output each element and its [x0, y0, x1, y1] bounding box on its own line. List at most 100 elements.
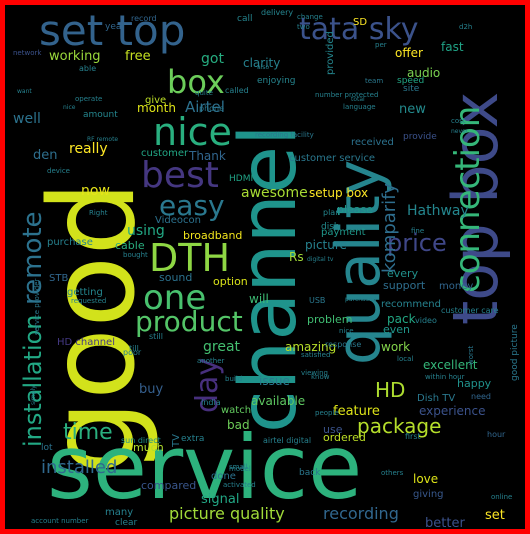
word-hd-channel: HD channel [57, 337, 115, 348]
word-india: India [201, 398, 221, 407]
word-new: new [399, 102, 426, 117]
word-remote: remote [18, 211, 48, 305]
word-money: money [439, 281, 473, 292]
word-good: good [23, 181, 161, 475]
word-option: option [213, 275, 248, 288]
word-sound: sound [159, 271, 192, 284]
word-back: back [299, 468, 321, 478]
word-cable: cable [115, 239, 145, 252]
word-better: better [425, 516, 465, 529]
word-great: great [203, 339, 241, 355]
word-pack: pack [387, 312, 416, 326]
word-build: build [225, 375, 242, 383]
word-rf-remote: RF remote [87, 136, 118, 143]
word-still: still [149, 332, 163, 341]
word-two: two [297, 23, 310, 31]
word-cloud: good service channel top box quality set… [13, 6, 520, 529]
word-language: language [343, 103, 376, 111]
word-network: network [13, 49, 42, 57]
word-please: please [337, 203, 373, 216]
word-dish-tv: Dish TV [417, 393, 455, 404]
word-bad: bad [227, 418, 250, 432]
word-den: den [33, 148, 58, 163]
word-problem: problem [307, 313, 353, 326]
word-much: much [133, 441, 164, 454]
word-sun-direct: sun direct [121, 436, 161, 445]
word-top-box: top box [439, 92, 512, 325]
word-site: site [403, 84, 420, 94]
word-provide: provide [403, 132, 437, 142]
word-available: available [251, 394, 305, 408]
word-satisfied: satisfied [301, 351, 330, 359]
word-clear: clear [115, 518, 138, 528]
word-viewing: viewing [301, 369, 328, 377]
word-online: online [491, 493, 512, 501]
word-buy: buy [139, 382, 163, 397]
word-want: want [17, 88, 32, 95]
word-giving: giving [413, 489, 444, 500]
word-picture: picture [305, 238, 347, 252]
word-phone: phone [199, 104, 224, 113]
word-nice: nice [153, 110, 232, 154]
word-setup-box: setup box [309, 186, 368, 200]
word-done: done [211, 471, 236, 482]
word-payment: payment [321, 227, 366, 238]
word-also: also [257, 64, 269, 71]
word-response: response [325, 340, 361, 349]
word-requested: requested [71, 297, 106, 305]
word-connection: connection [448, 106, 488, 293]
word-fine: fine [411, 227, 424, 235]
word-model: model [229, 465, 251, 473]
word-time: time [63, 420, 113, 445]
word-feature: feature [333, 404, 380, 419]
word-airtel-digital: airtel digital [263, 436, 311, 445]
word-even: even [383, 323, 410, 336]
word-price: price [387, 229, 447, 257]
word-record: record [131, 14, 157, 23]
word-usb: USB [309, 296, 325, 305]
word-set: set [485, 508, 505, 523]
word-simply: simply [30, 385, 37, 405]
word-customer: customer [141, 148, 189, 159]
word-issue: issue [259, 374, 290, 388]
word-ordered: ordered [323, 431, 366, 444]
word-well: well [13, 111, 41, 127]
word-watch: watch [221, 405, 251, 416]
word-right: Right [89, 209, 108, 217]
word-really: really [69, 141, 108, 157]
word-installed: installed [41, 457, 117, 478]
word-getting: getting [67, 287, 103, 298]
word-free: free [125, 49, 151, 64]
word-product: product [135, 305, 243, 338]
word-work: work [381, 340, 410, 354]
word-quality: quality [324, 160, 394, 365]
word-fast: fast [441, 40, 464, 54]
word-need: need [471, 392, 491, 401]
word-one: one [143, 278, 206, 318]
word-tv: TV [171, 434, 182, 448]
word-know: know [311, 373, 330, 381]
word-amount: amount [83, 110, 118, 120]
word-hdmi: HDMI [229, 174, 253, 184]
word-now: now [81, 183, 110, 199]
word-small: small [229, 463, 248, 471]
word-box: box [167, 63, 225, 101]
word-clarity: clarity [243, 56, 280, 70]
word-support: support [383, 279, 426, 292]
word-lot: lot [41, 443, 53, 453]
word-local: local [397, 355, 413, 363]
word-audio: audio [407, 66, 440, 80]
word-activated: activated [223, 481, 256, 489]
word-another: another [197, 357, 224, 365]
word-team: team [365, 77, 383, 85]
word-love: love [413, 472, 438, 486]
word-till: till [129, 344, 139, 353]
word-dth: DTH [149, 236, 230, 280]
word-broadband: broadband [183, 229, 242, 242]
word-customer-service: customer service [289, 153, 375, 164]
word-nice-tiny: nice [63, 104, 76, 111]
word-using: using [127, 223, 165, 239]
word-rs: Rs [289, 250, 304, 264]
word-compared: compared [141, 479, 196, 492]
word-speed: speed [397, 76, 424, 86]
